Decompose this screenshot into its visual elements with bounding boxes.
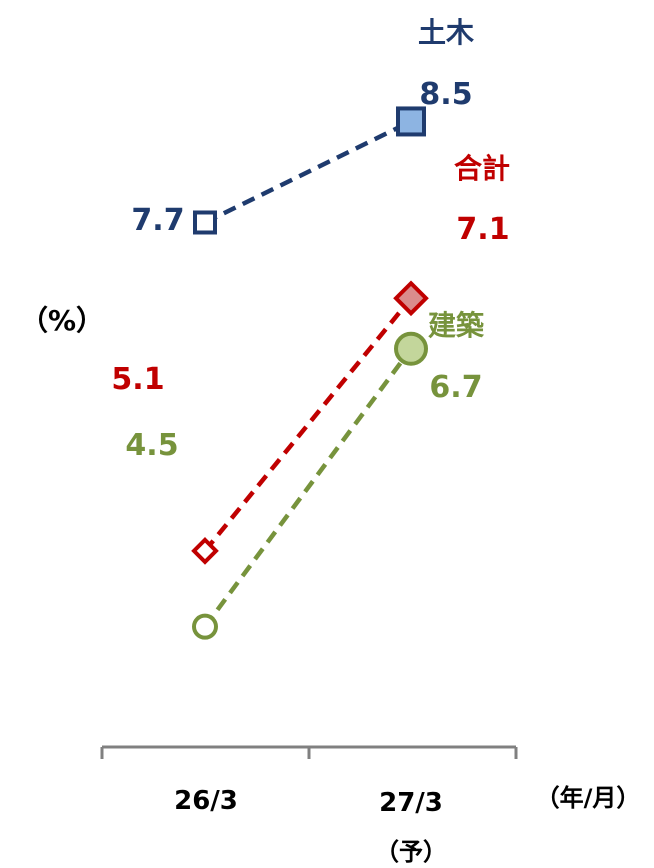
marker-doboku-27-3 (396, 106, 426, 137)
series-label-kenchiku: 建築 (428, 309, 485, 342)
chart-labels: （%） （年/月） 土木 7.7 8.5 合計 5.1 7.1 建築 4.5 6.7 (20, 16, 640, 812)
marker-doboku-26-3 (193, 210, 217, 235)
series-line-kenchiku (203, 347, 413, 628)
series-line-goukei (203, 296, 413, 553)
series-lines (203, 119, 413, 628)
marker-kenchiku-26-3 (192, 613, 218, 640)
series-label-doboku: 土木 (418, 16, 474, 49)
data-label-goukei-27-3: 7.1 (456, 212, 509, 247)
data-label-doboku-27-3: 8.5 (419, 77, 472, 112)
series-markers (191, 106, 429, 640)
data-label-kenchiku-26-3: 4.5 (125, 428, 178, 463)
x-axis-unit-label: （年/月） (536, 784, 641, 812)
marker-kenchiku-27-3 (394, 331, 428, 366)
data-label-kenchiku-27-3: 6.7 (429, 370, 482, 405)
data-label-doboku-26-3: 7.7 (131, 203, 184, 238)
data-label-goukei-26-3: 5.1 (111, 362, 164, 397)
x-tick-label-26-3: 26/3 (174, 786, 238, 816)
x-tick-label-27-3: 27/3 (379, 788, 443, 818)
marker-goukei-27-3 (393, 280, 429, 317)
x-tick-sublabel-forecast: （予） (375, 838, 447, 866)
series-label-goukei: 合計 (454, 152, 510, 185)
y-axis-unit-label: （%） (20, 304, 104, 337)
x-axis: 26/3 27/3 （予） (100, 745, 518, 866)
series-line-doboku (204, 119, 412, 225)
marker-goukei-26-3 (191, 537, 219, 565)
